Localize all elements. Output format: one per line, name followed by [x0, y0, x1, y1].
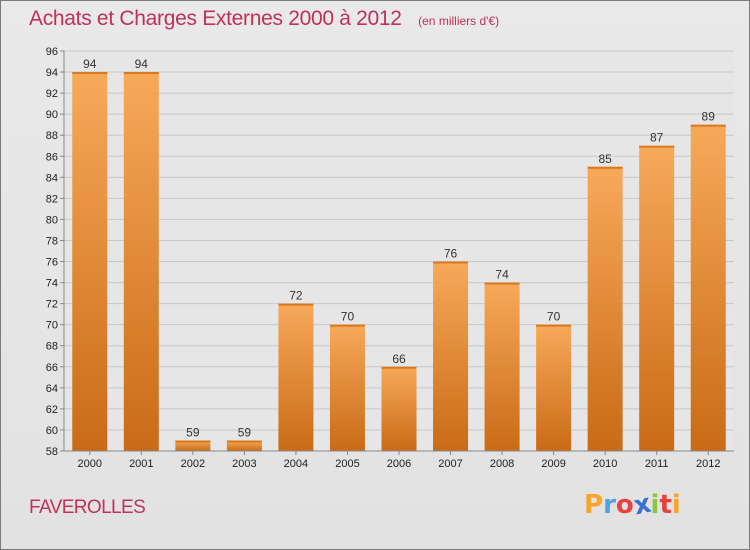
- logo-letter: P: [584, 490, 604, 520]
- x-axis-labels: 2000 2001 2002 2003 2004 2005 2006 2007 2008 2009…: [78, 451, 720, 470]
- y-tick-label: 96: [46, 46, 58, 58]
- commune-name: FAVEROLLES: [29, 497, 146, 518]
- x-tick-label-2012: 2012: [696, 458, 720, 470]
- x-tick-label-2008: 2008: [490, 458, 514, 470]
- bar-top-2011: [639, 145, 675, 148]
- data-label-2004: 72: [289, 289, 303, 303]
- y-tick-label: 92: [46, 88, 58, 100]
- x-tick-label-2007: 2007: [438, 458, 462, 470]
- y-tick-label: 84: [46, 172, 58, 184]
- y-tick-label: 68: [46, 341, 58, 353]
- logo-letter: o: [615, 490, 634, 520]
- y-tick-label: 64: [46, 383, 58, 395]
- bar-2007: [433, 261, 469, 451]
- data-label-2001: 94: [135, 57, 149, 71]
- data-label-2003: 59: [238, 425, 252, 439]
- bar-top-2005: [329, 324, 365, 327]
- y-tick-label: 94: [46, 67, 58, 79]
- data-label-2009: 70: [547, 310, 561, 324]
- bar-top-2004: [278, 303, 314, 306]
- x-tick-label-2001: 2001: [129, 458, 153, 470]
- data-label-2005: 70: [341, 310, 355, 324]
- y-tick-label: 78: [46, 235, 58, 247]
- bar-top-2006: [381, 366, 417, 369]
- bar-top-2000: [72, 72, 108, 75]
- bar-top-2009: [536, 324, 572, 327]
- x-tick-label-2005: 2005: [335, 458, 359, 470]
- y-tick-label: 60: [46, 425, 58, 437]
- data-label-2012: 89: [702, 110, 716, 124]
- bar-top-2010: [587, 166, 623, 169]
- bar-top-2008: [484, 282, 520, 285]
- bar-2009: [536, 324, 572, 451]
- logo-letter: t: [659, 490, 672, 520]
- axes: [63, 51, 734, 452]
- bar-top-2007: [433, 261, 469, 264]
- bar-2011: [639, 145, 675, 451]
- x-tick-label-2003: 2003: [232, 458, 256, 470]
- y-tick-label: 82: [46, 193, 58, 205]
- y-tick-label: 62: [46, 404, 58, 416]
- x-tick-label-2010: 2010: [593, 458, 617, 470]
- x-tick-label-2002: 2002: [181, 458, 205, 470]
- data-label-2002: 59: [186, 425, 200, 439]
- y-tick-label: 70: [46, 320, 58, 332]
- bars: [72, 72, 726, 452]
- title-row: Achats et Charges Externes 2000 à 2012 (…: [29, 7, 499, 31]
- y-tick-label: 74: [46, 278, 58, 290]
- y-tick-label: 76: [46, 257, 58, 269]
- bar-2010: [587, 166, 623, 451]
- x-tick-label-2004: 2004: [284, 458, 308, 470]
- bar-2012: [690, 124, 726, 452]
- x-tick-label-2009: 2009: [541, 458, 565, 470]
- y-tick-label: 72: [46, 299, 58, 311]
- proxiti-logo[interactable]: Proxiti: [584, 489, 681, 522]
- y-tick-label: 58: [46, 446, 58, 458]
- bar-2000: [72, 72, 108, 451]
- y-tick-label: 86: [46, 151, 58, 163]
- data-label-2006: 66: [392, 352, 406, 366]
- bar-top-2001: [123, 72, 159, 75]
- chart-subtitle: (en milliers d'€): [418, 14, 500, 28]
- y-tick-label: 88: [46, 130, 58, 142]
- data-label-2010: 85: [598, 152, 612, 166]
- bar-top-2002: [175, 440, 211, 443]
- bar-2001: [123, 72, 159, 451]
- logo-letter: r: [603, 490, 616, 520]
- bar-2005: [329, 324, 365, 451]
- bar-2004: [278, 303, 314, 451]
- bar-2003: [226, 440, 262, 451]
- logo-letter: i: [671, 490, 681, 520]
- x-tick-label-2006: 2006: [387, 458, 411, 470]
- data-label-2011: 87: [650, 131, 664, 145]
- data-label-2008: 74: [495, 268, 509, 282]
- data-label-2000: 94: [83, 57, 97, 71]
- x-tick-label-2000: 2000: [78, 458, 102, 470]
- logo-letter: i: [650, 490, 660, 520]
- x-tick-label-2011: 2011: [645, 458, 669, 470]
- bar-2008: [484, 282, 520, 451]
- chart-title: Achats et Charges Externes 2000 à 2012: [29, 7, 402, 30]
- data-label-2007: 76: [444, 247, 458, 261]
- bar-2002: [175, 440, 211, 451]
- data-labels: 94 94 59 59 72 70 66 76 74 70 85 87 89: [83, 57, 715, 439]
- y-tick-label: 90: [46, 109, 58, 121]
- bar-top-2003: [226, 440, 262, 443]
- y-axis-labels: 58 60 62 64 66 68 70 72 74 76 78 80 82 84 86 88 90 92 94 96: [46, 46, 64, 458]
- y-tick-label: 80: [46, 214, 58, 226]
- bar-top-2012: [690, 124, 726, 127]
- bar-2006: [381, 366, 417, 451]
- y-tick-label: 66: [46, 362, 58, 374]
